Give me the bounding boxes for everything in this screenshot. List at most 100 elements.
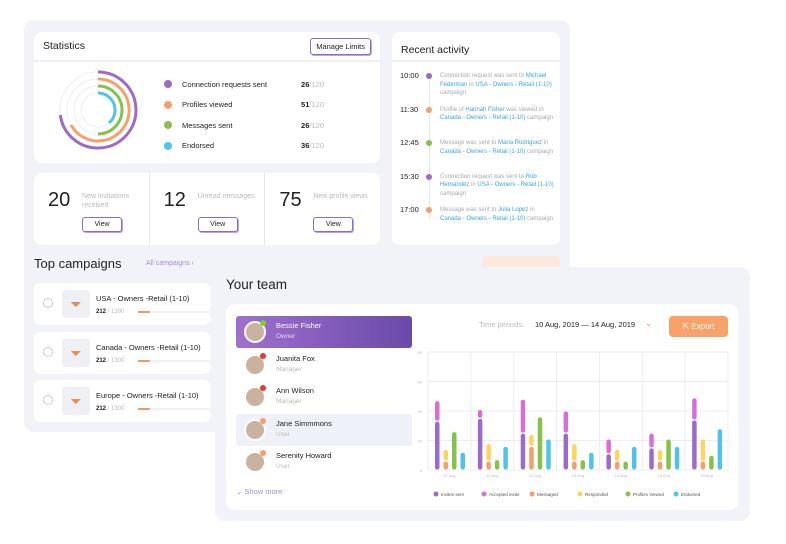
bar-responded bbox=[657, 449, 663, 461]
bar-endorsed bbox=[460, 452, 465, 470]
bar-endorsed bbox=[589, 452, 594, 470]
bar-endorsed bbox=[546, 439, 551, 470]
chevron-down-icon: ⌄ bbox=[236, 487, 245, 496]
view-button[interactable]: View bbox=[197, 217, 238, 232]
bar-messaged bbox=[614, 461, 620, 470]
activity-text-part: in bbox=[528, 207, 535, 213]
activity-text-part: Profile of bbox=[440, 106, 466, 113]
activity-link[interactable]: Canada - Owners - Retail (1-10) bbox=[440, 115, 526, 122]
bar-profiles-viewed bbox=[494, 460, 500, 470]
stat-row: Endorsed 36/120 bbox=[164, 136, 324, 157]
campaign-row[interactable]: ⏷ Canada - Owners -Retail (1-10) 212 / 130… bbox=[34, 331, 210, 374]
campaign-name: Canada - Owners -Retail (1-10) bbox=[96, 342, 201, 352]
timeline-dot-icon bbox=[426, 140, 432, 146]
bar-messaged bbox=[657, 461, 663, 470]
activity-text: Message was sent to Maria Rodriguez in C… bbox=[440, 139, 555, 156]
activity-time: 12:45 bbox=[400, 138, 419, 147]
view-button[interactable]: View bbox=[82, 217, 122, 232]
counter: 12 Unread messages View bbox=[148, 173, 265, 245]
legend-dot-icon bbox=[481, 491, 487, 497]
member-role: Owner bbox=[276, 333, 296, 340]
team-activity-chart: 0 20 40 60 80 10 Aug 11 Aug 12 Aug 13 Aug 14 Aug 1… bbox=[418, 350, 729, 497]
chevron-down-icon[interactable]: ⌄ bbox=[645, 318, 653, 328]
bar-messaged bbox=[572, 461, 577, 470]
activity-link[interactable]: USA - Owners - Retail (1-10) bbox=[477, 182, 554, 189]
recent-activity-card: Recent activity 10:00 Connection request … bbox=[392, 32, 560, 245]
avatar bbox=[244, 353, 266, 376]
activity-link[interactable]: Canada - Owners - Retail (1-10) bbox=[440, 148, 526, 155]
bar-profiles-viewed bbox=[537, 417, 543, 470]
activity-link[interactable]: Canada - Owners - Retail (1-10) bbox=[440, 215, 526, 222]
stat-max: /120 bbox=[309, 79, 324, 89]
member-name: Serenity Howard bbox=[276, 451, 332, 460]
stat-value: 36/120 bbox=[301, 141, 324, 150]
timeline-dot-icon bbox=[426, 106, 432, 113]
bar-messaged bbox=[700, 461, 706, 470]
campaign-checkbox[interactable] bbox=[43, 298, 53, 308]
bar-profiles-viewed bbox=[452, 432, 457, 470]
bar-messaged bbox=[486, 461, 491, 470]
activity-link[interactable]: USA - Owners - Retail (1-10) bbox=[475, 81, 552, 88]
bar-messaged bbox=[443, 461, 448, 470]
counter-label: Unread messages bbox=[197, 193, 255, 200]
activity-text-part: Connection request was sent to bbox=[440, 73, 526, 79]
bar-responded bbox=[486, 443, 491, 461]
view-button[interactable]: View bbox=[313, 217, 354, 232]
campaign-progress-bar bbox=[138, 359, 210, 362]
activity-link[interactable]: Michael Federman bbox=[440, 73, 547, 88]
stat-count: 51 bbox=[301, 100, 310, 110]
activity-link[interactable]: Julia Lopez bbox=[498, 207, 529, 213]
all-campaigns-link[interactable]: All campaigns › bbox=[146, 260, 194, 267]
activity-text-part: Message was sent to bbox=[440, 140, 499, 146]
bar-responded bbox=[529, 435, 534, 446]
avatar bbox=[244, 451, 266, 473]
team-member[interactable]: Juanita Fox Manager bbox=[236, 349, 412, 381]
export-icon: ⇱ bbox=[682, 322, 692, 331]
show-more-link[interactable]: ⌄ Show more bbox=[236, 487, 282, 496]
activity-text-part: campaign bbox=[440, 190, 467, 197]
campaign-row[interactable]: ⏷ USA - Owners -Retail (1-10) 212 / 1300 bbox=[34, 283, 210, 325]
activity-time: 17:00 bbox=[400, 205, 419, 214]
campaign-checkbox[interactable] bbox=[43, 395, 53, 405]
time-period-select[interactable]: 10 Aug, 2019 — 14 Aug, 2019 bbox=[535, 320, 636, 329]
legend-dot-icon bbox=[673, 491, 679, 497]
team-member[interactable]: Jane Simmmons User bbox=[236, 413, 412, 446]
manage-limits-button[interactable]: Manage Limits bbox=[310, 37, 371, 55]
status-dot-icon bbox=[260, 417, 266, 424]
activity-link[interactable]: Rob Hernandez bbox=[440, 173, 537, 189]
team-member[interactable]: Ann Wilson Manager bbox=[236, 381, 412, 413]
campaign-row[interactable]: ⏷ Europe - Owners -Retail (1-10) 212 / 130… bbox=[34, 380, 210, 422]
progress-fill bbox=[138, 359, 150, 362]
campaign-checkbox[interactable] bbox=[43, 346, 53, 357]
team-member[interactable]: Serenity Howard User bbox=[236, 446, 412, 478]
ring-connections bbox=[58, 70, 138, 150]
activity-link[interactable]: Hannah Fisher bbox=[465, 106, 505, 113]
activity-link[interactable]: Maria Rodriguez bbox=[498, 140, 543, 146]
legend-label: Accepted invite bbox=[489, 492, 520, 497]
campaign-done: 212 bbox=[96, 309, 107, 315]
counter-number: 12 bbox=[163, 189, 186, 211]
x-tick-label: 13 Aug bbox=[572, 473, 584, 478]
funnel-icon: ⏷ bbox=[62, 338, 90, 367]
stat-count: 26 bbox=[301, 79, 310, 89]
campaign-name: USA - Owners -Retail (1-10) bbox=[96, 294, 190, 303]
x-tick-label: 16 Aug bbox=[700, 473, 712, 478]
stat-label: Profiles viewed bbox=[182, 100, 233, 110]
activity-time: 15:30 bbox=[400, 171, 419, 181]
x-tick-label: 10 Aug bbox=[443, 473, 455, 478]
activity-text: Profile of Hannah Fisher was viewed in C… bbox=[440, 106, 555, 123]
activity-time: 11:30 bbox=[400, 104, 419, 114]
campaign-done: 212 bbox=[96, 406, 107, 412]
bar-endorsed bbox=[674, 446, 680, 470]
member-role: User bbox=[276, 430, 290, 438]
activity-text-part: in bbox=[467, 81, 476, 88]
export-button[interactable]: ⇱ Export bbox=[669, 316, 728, 337]
campaign-total: / 1300 bbox=[106, 357, 125, 364]
activity-text-part: in bbox=[469, 182, 478, 189]
team-member[interactable]: Bessie Fisher Owner bbox=[236, 316, 412, 348]
legend-dot-icon bbox=[164, 141, 172, 150]
recent-activity-title: Recent activity bbox=[401, 44, 470, 56]
legend-label: Responded bbox=[585, 492, 609, 497]
stat-count: 26 bbox=[301, 120, 310, 130]
show-more-label: Show more bbox=[244, 487, 283, 496]
